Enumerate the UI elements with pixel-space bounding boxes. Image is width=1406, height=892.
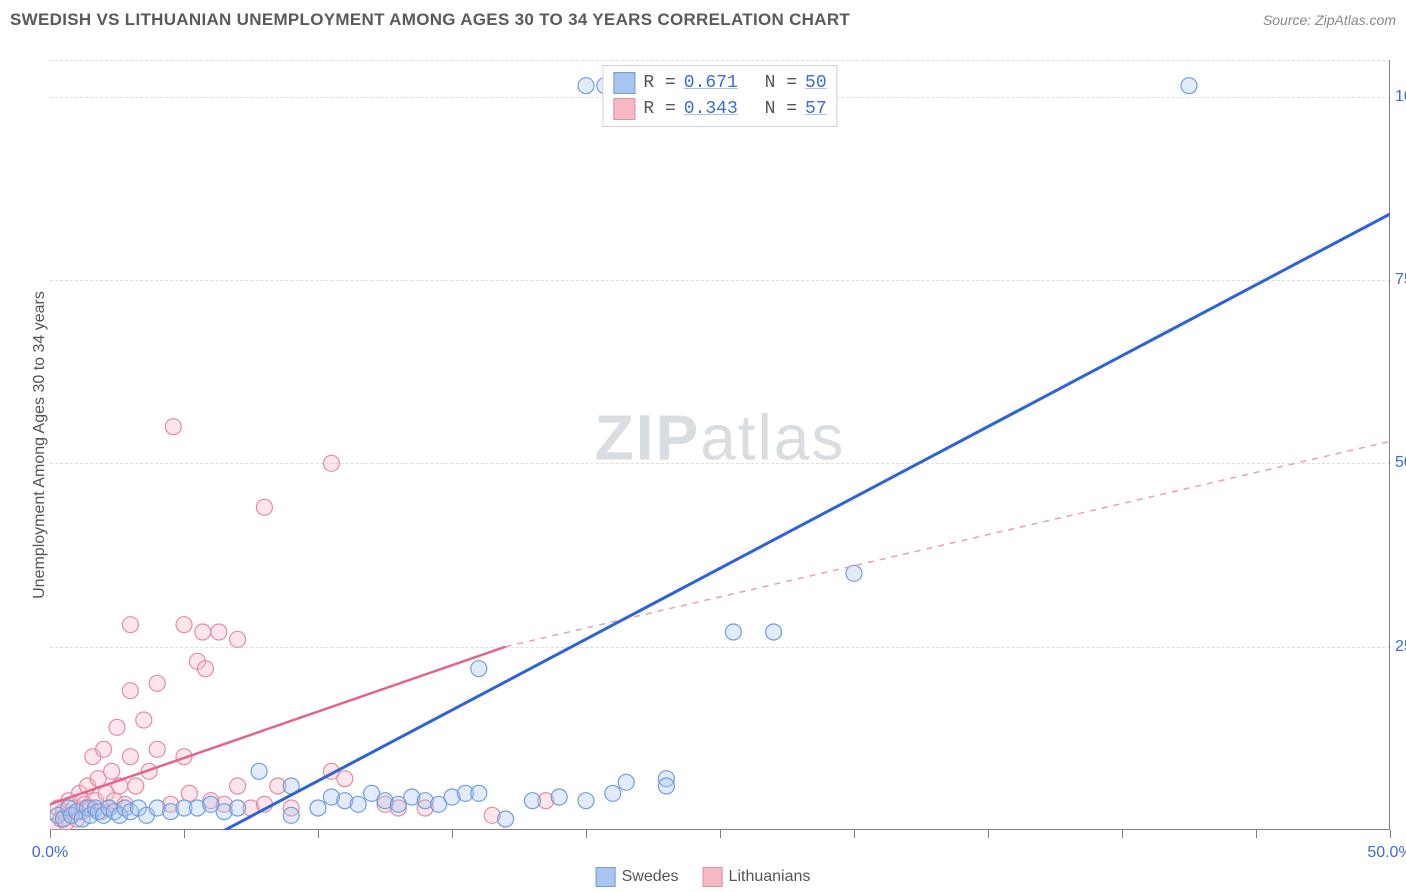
lithuanians-label: Lithuanians <box>729 868 811 886</box>
swedes-label: Swedes <box>622 868 679 886</box>
r-label: R = <box>643 73 675 93</box>
title-bar: SWEDISH VS LITHUANIAN UNEMPLOYMENT AMONG… <box>0 0 1406 40</box>
swedes-r-value: 0.671 <box>684 73 738 93</box>
legend-item-swedes: Swedes <box>596 867 679 887</box>
chart-title: SWEDISH VS LITHUANIAN UNEMPLOYMENT AMONG… <box>10 10 850 30</box>
swedes-swatch <box>613 72 635 94</box>
legend-row-swedes: R = 0.671 N = 50 <box>613 70 826 96</box>
n-label: N = <box>765 99 797 119</box>
correlation-legend: R = 0.671 N = 50 R = 0.343 N = 57 <box>602 65 837 127</box>
swedes-swatch-icon <box>596 867 616 887</box>
swedes-n-value: 50 <box>805 73 827 93</box>
lithuanians-r-value: 0.343 <box>684 99 738 119</box>
lithuanians-swatch <box>613 98 635 120</box>
legend-item-lithuanians: Lithuanians <box>703 867 811 887</box>
scatter-svg <box>50 60 1390 830</box>
legend-row-lithuanians: R = 0.343 N = 57 <box>613 96 826 122</box>
r-label: R = <box>643 99 675 119</box>
lithuanians-n-value: 57 <box>805 99 827 119</box>
y-axis-label: Unemployment Among Ages 30 to 34 years <box>31 291 49 599</box>
bottom-legend: Swedes Lithuanians <box>596 867 811 887</box>
source-label: Source: ZipAtlas.com <box>1263 12 1396 28</box>
lithuanians-swatch-icon <box>703 867 723 887</box>
plot-area: Unemployment Among Ages 30 to 34 years Z… <box>50 60 1390 830</box>
n-label: N = <box>765 73 797 93</box>
